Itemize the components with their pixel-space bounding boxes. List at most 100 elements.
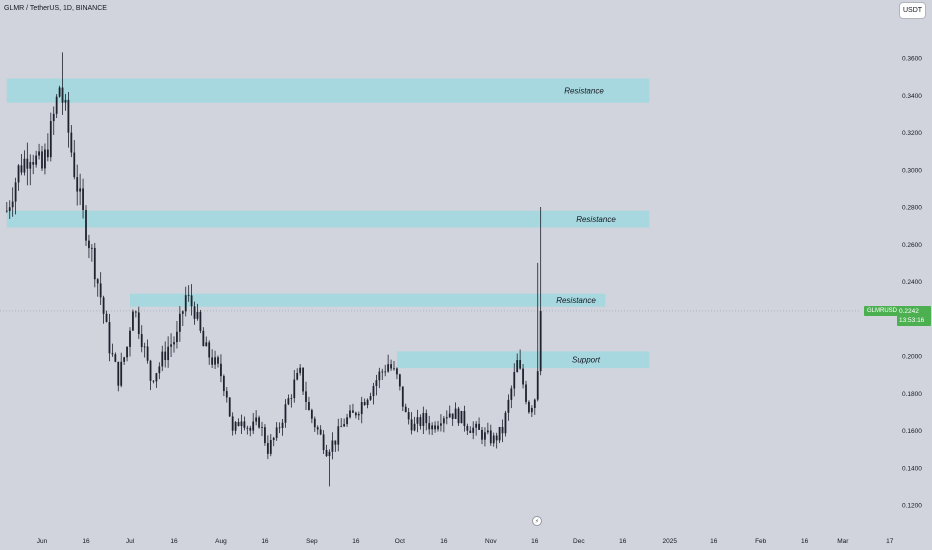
candle-body	[352, 410, 354, 413]
candle-body	[519, 360, 522, 369]
candle-body	[478, 423, 480, 430]
candle-body	[173, 342, 175, 345]
candle-body	[454, 408, 457, 419]
candle-body	[252, 421, 255, 431]
x-tick-label: Dec	[573, 538, 585, 545]
candle-body	[23, 158, 26, 173]
candle-body	[120, 361, 123, 386]
candle-body	[243, 421, 246, 428]
candle-body	[372, 386, 375, 397]
symbol-title: GLMR / TetherUS, 1D, BINANCE	[4, 5, 107, 12]
candle-body	[205, 342, 208, 347]
candle-body	[67, 99, 70, 133]
candle-body	[41, 151, 43, 169]
candle-body	[272, 437, 275, 441]
zone-resistance-2[interactable]	[130, 293, 606, 307]
x-tick-label: 16	[170, 538, 178, 545]
candle-body	[349, 410, 351, 418]
candle-body	[384, 371, 387, 373]
y-tick-label: 0.1400	[902, 465, 922, 472]
candle-body	[167, 346, 170, 361]
candle-body	[158, 366, 161, 374]
candle-body	[290, 398, 293, 399]
candle-body	[176, 331, 178, 343]
candle-body	[360, 402, 363, 415]
candle-body	[390, 364, 392, 369]
candle-body	[451, 413, 454, 419]
candle-body	[302, 367, 304, 392]
candle-body	[132, 311, 134, 331]
candle-body	[187, 295, 190, 297]
y-tick-label: 0.1200	[902, 503, 922, 510]
x-tick-label: Feb	[755, 538, 767, 545]
candle-body	[396, 368, 398, 375]
candle-body	[214, 357, 216, 365]
zone-resistance-1[interactable]	[6, 210, 650, 228]
x-tick-label: 16	[261, 538, 269, 545]
y-tick-label: 0.3000	[902, 167, 922, 174]
candle-body	[269, 440, 272, 454]
candle-body	[196, 311, 199, 319]
candle-body	[38, 151, 40, 156]
candle-body	[161, 351, 164, 367]
x-tick-label: 16	[440, 538, 448, 545]
candle-body	[533, 399, 536, 408]
candle-body	[220, 363, 222, 377]
candle-body	[129, 330, 131, 347]
zone-label: Resistance	[576, 215, 616, 224]
candle-body	[275, 427, 278, 438]
zone-support-3[interactable]	[396, 351, 650, 369]
candle-body	[255, 417, 258, 422]
candle-body	[463, 410, 466, 426]
candle-body	[70, 132, 73, 153]
candle-body	[378, 371, 381, 381]
candle-body	[49, 121, 52, 158]
candle-body	[498, 426, 501, 441]
lightning-icon[interactable]: ⚡	[532, 516, 542, 526]
x-tick-label: 16	[710, 538, 718, 545]
candle-body	[281, 422, 284, 429]
candle-body	[369, 396, 372, 400]
currency-button[interactable]: USDT	[899, 2, 926, 19]
x-tick-label: 16	[619, 538, 627, 545]
candle-body	[319, 429, 322, 435]
candle-body	[410, 419, 413, 431]
candle-body	[366, 399, 369, 405]
candle-body	[181, 311, 184, 314]
x-tick-label: 16	[801, 538, 809, 545]
candle-body	[448, 413, 451, 418]
x-tick-label: 16	[531, 538, 539, 545]
candle-body	[536, 371, 539, 400]
candle-body	[14, 182, 17, 202]
candle-body	[398, 374, 401, 387]
candle-body	[126, 346, 128, 358]
candle-body	[85, 209, 87, 241]
y-tick-label: 0.2800	[902, 205, 922, 212]
candle-body	[305, 391, 307, 402]
candle-body	[457, 408, 460, 424]
candle-body	[416, 417, 419, 424]
candle-body	[492, 435, 495, 444]
candle-body	[164, 351, 167, 361]
y-tick-label: 0.3600	[902, 56, 922, 63]
zone-resistance-0[interactable]	[6, 78, 650, 103]
candle-body	[225, 391, 228, 398]
candle-body	[363, 402, 366, 405]
candle-body	[8, 207, 11, 211]
candle-body	[199, 311, 202, 331]
candle-body	[149, 360, 152, 381]
candle-body	[29, 162, 32, 169]
candle-body	[117, 361, 120, 386]
candle-body	[44, 149, 46, 169]
candle-body	[343, 424, 346, 427]
candle-body	[134, 311, 137, 313]
candle-body	[79, 188, 82, 192]
candle-body	[346, 417, 348, 425]
candle-body	[287, 398, 290, 405]
candle-body	[111, 353, 114, 355]
candle-body	[437, 425, 439, 430]
candle-body	[208, 342, 211, 358]
x-tick-label: 16	[82, 538, 90, 545]
